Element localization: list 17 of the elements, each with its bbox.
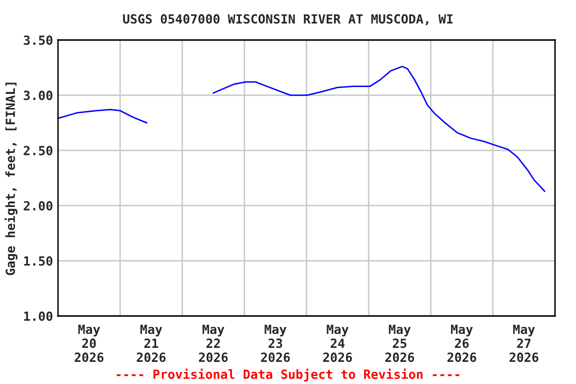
text: ---- Provisional Data Subject to Revision ---- xyxy=(116,368,460,382)
x-tick-label: May 20 2026 xyxy=(74,324,104,362)
y-tick-label: 1.50 xyxy=(24,256,52,266)
y-tick-label: 3.00 xyxy=(24,90,52,100)
x-tick-label: May 23 2026 xyxy=(261,324,290,362)
x-tick-label: May 22 2026 xyxy=(198,324,228,362)
x-tick-label: May 26 2026 xyxy=(447,324,476,362)
y-tick-label: 2.00 xyxy=(24,201,52,211)
y-tick-label: 2.50 xyxy=(24,146,52,156)
x-tick-label: May 24 2026 xyxy=(323,324,352,362)
y-tick-label: 1.00 xyxy=(24,311,52,321)
y-axis-title: Gage height, feet, [FINAL] xyxy=(4,82,18,276)
x-tick-label: May 21 2026 xyxy=(136,324,166,362)
y-tick-label: 3.50 xyxy=(24,35,52,45)
chart-title: USGS 05407000 WISCONSIN RIVER AT MUSCODA, WI xyxy=(123,14,453,26)
x-tick-label: May 27 2026 xyxy=(510,324,538,362)
x-tick-label: May 25 2026 xyxy=(385,324,414,362)
